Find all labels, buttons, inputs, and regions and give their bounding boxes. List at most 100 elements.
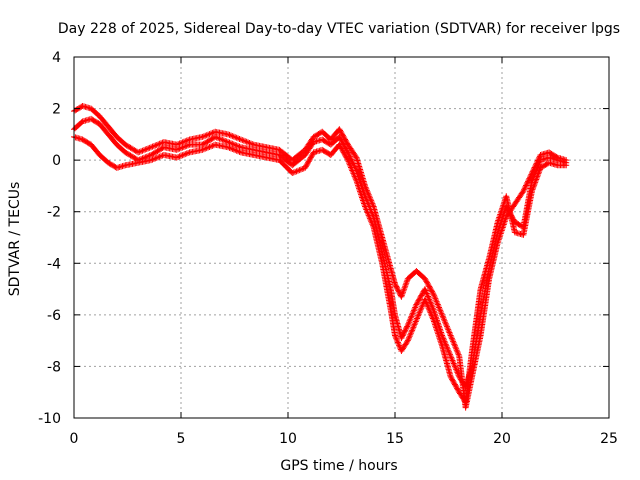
data-point (302, 163, 309, 170)
data-point (400, 329, 407, 336)
data-point (230, 146, 237, 153)
data-point (530, 185, 537, 192)
data-point (447, 332, 454, 339)
data-point (423, 300, 430, 307)
data-point (453, 347, 460, 354)
data-point (406, 334, 413, 341)
data-point (179, 144, 186, 151)
data-point (183, 137, 190, 144)
data-point (175, 141, 182, 148)
data-point (240, 137, 247, 144)
data-point (443, 322, 450, 329)
data-point (222, 137, 229, 144)
data-point (136, 148, 143, 155)
data-point (410, 307, 417, 314)
data-point (182, 151, 189, 158)
data-point (424, 291, 431, 298)
data-point (445, 326, 452, 333)
data-point (528, 188, 535, 195)
data-point (535, 161, 542, 168)
data-point (337, 127, 344, 134)
data-point (176, 140, 183, 147)
data-point (235, 135, 242, 142)
data-point (140, 147, 147, 154)
data-point (413, 317, 420, 324)
data-point (392, 280, 398, 287)
data-point (182, 138, 189, 145)
data-point (352, 176, 359, 183)
data-point (428, 312, 435, 319)
grid (74, 57, 609, 418)
data-point (342, 153, 349, 160)
data-point (185, 149, 192, 156)
data-point (338, 130, 345, 137)
data-point (302, 164, 309, 171)
data-point (200, 146, 207, 153)
data-point (523, 182, 530, 189)
data-point (225, 144, 232, 151)
data-point (525, 176, 532, 183)
data-point (414, 300, 421, 307)
data-point (348, 165, 355, 172)
data-point (434, 300, 441, 307)
data-point (425, 293, 432, 300)
data-point (227, 145, 234, 152)
data-point (365, 212, 372, 219)
series-track-3 (71, 133, 570, 406)
data-point (451, 380, 458, 387)
data-point (408, 328, 415, 335)
data-point (339, 148, 346, 155)
data-point (406, 333, 413, 340)
data-point (215, 135, 222, 142)
data-point (339, 146, 346, 153)
data-point (412, 319, 419, 326)
data-point (405, 336, 412, 343)
data-point (405, 320, 412, 327)
data-point (217, 136, 224, 143)
data-point (442, 320, 449, 327)
data-point (216, 135, 223, 142)
data-point (453, 366, 460, 373)
data-point (454, 348, 461, 355)
data-point (203, 132, 210, 139)
data-point (173, 154, 180, 161)
data-point (428, 311, 435, 318)
data-point (399, 332, 406, 339)
data-point (142, 146, 149, 153)
data-point (432, 297, 439, 304)
data-point (439, 313, 446, 320)
data-point (409, 310, 416, 317)
data-point (395, 288, 402, 295)
data-point (145, 145, 152, 152)
data-point (249, 141, 256, 148)
data-point (532, 179, 539, 186)
data-point (424, 279, 431, 286)
data-point (394, 286, 401, 293)
data-point (178, 152, 184, 159)
data-point (416, 309, 423, 316)
data-point (233, 134, 240, 141)
data-point (179, 139, 186, 146)
data-point (304, 159, 311, 166)
data-point (451, 363, 458, 370)
data-point (343, 154, 350, 161)
data-point (450, 339, 457, 346)
data-point (245, 139, 252, 146)
data-point (232, 141, 239, 148)
data-point (225, 139, 232, 146)
data-point (424, 302, 431, 309)
data-point (438, 310, 445, 317)
data-point (303, 162, 310, 169)
data-point (454, 385, 461, 392)
data-point (455, 351, 462, 358)
data-point (183, 150, 190, 157)
data-point (226, 139, 233, 146)
data-point (235, 148, 242, 155)
data-point (344, 157, 351, 164)
data-point (422, 277, 429, 284)
data-point (305, 158, 312, 165)
data-point (417, 293, 424, 300)
y-tick-label: -8 (47, 359, 61, 375)
data-points (71, 102, 570, 411)
data-point (425, 305, 432, 312)
